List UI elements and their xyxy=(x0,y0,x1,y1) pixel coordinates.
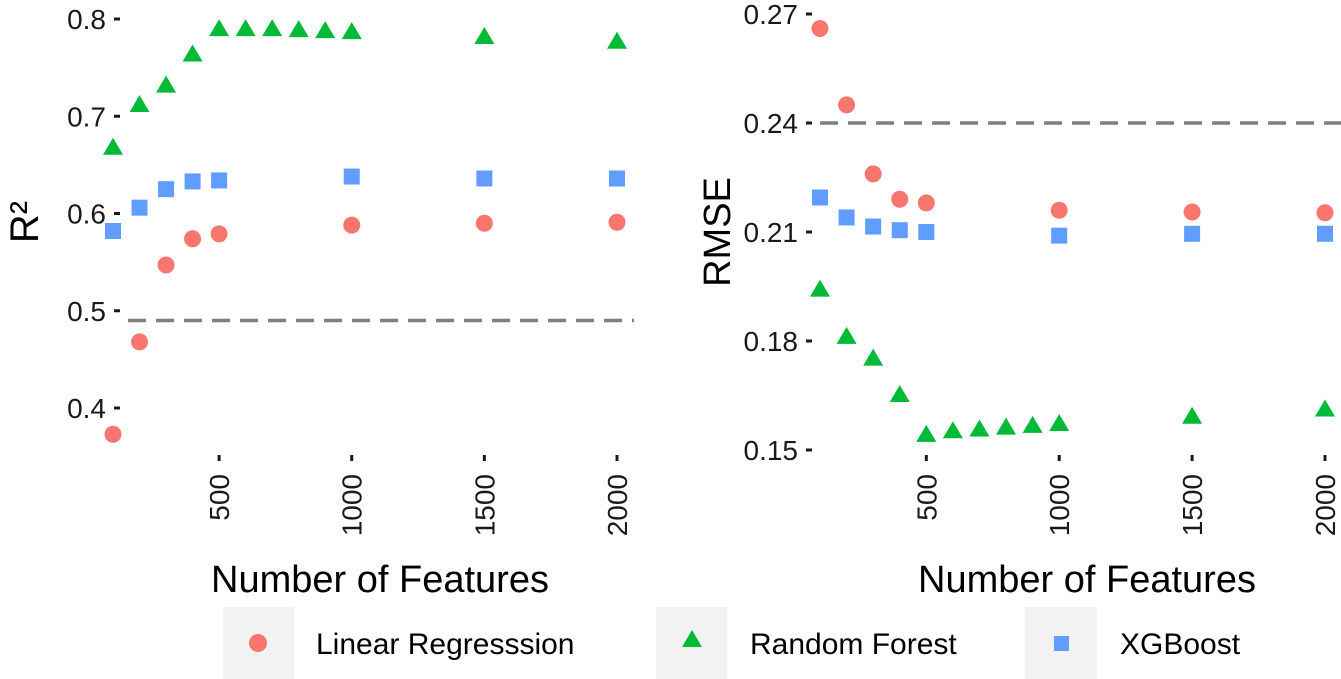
random-forest-point xyxy=(288,20,309,38)
random-forest-point xyxy=(607,31,627,49)
linear-regression-point xyxy=(131,333,149,351)
y-tick-label: 0.7 xyxy=(67,101,106,132)
xgboost-point xyxy=(812,189,828,206)
xgboost-point xyxy=(609,170,625,187)
linear-regression-point xyxy=(343,216,361,234)
linear-regression-point xyxy=(157,256,175,274)
random-forest-point xyxy=(916,424,937,442)
random-forest-point xyxy=(103,137,123,155)
y-tick-label: 0.5 xyxy=(67,296,106,327)
legend-label-linear-regression: Linear Regresssion xyxy=(316,628,574,661)
xgboost-point xyxy=(184,173,201,190)
linear-regression-point xyxy=(891,190,909,208)
xgboost-point xyxy=(343,168,360,185)
random-forest-point xyxy=(836,326,857,344)
random-forest-point xyxy=(942,421,963,439)
x-tick-label: 2000 xyxy=(602,474,633,536)
y-tick-label: 0.27 xyxy=(744,0,799,30)
xgboost-point xyxy=(1051,227,1068,244)
linear-regression-point xyxy=(838,96,856,114)
x-tick-label: 1000 xyxy=(1044,474,1075,536)
random-forest-point xyxy=(474,26,495,44)
random-forest-point xyxy=(209,19,230,37)
legend-label-random-forest: Random Forest xyxy=(750,628,957,661)
random-forest-point xyxy=(129,95,150,113)
x-tick-label: 1500 xyxy=(1177,474,1208,536)
linear-regression-point xyxy=(210,225,228,243)
rmse-panel: 0.15 0.18 0.21 0.24 0.27 500 1000 1500 2000 Numbe… xyxy=(697,0,1341,601)
y-tick-label: 0.4 xyxy=(67,393,106,424)
x-tick-label: 500 xyxy=(204,474,235,521)
x-axis-title: Number of Features xyxy=(918,559,1256,601)
y-axis-title: RMSE xyxy=(697,177,739,287)
random-forest-point xyxy=(262,19,283,37)
random-forest-point xyxy=(1315,399,1335,417)
random-forest-point xyxy=(810,279,830,297)
x-tick-label: 500 xyxy=(911,474,942,521)
xgboost-point xyxy=(1184,225,1201,242)
linear-regression-point xyxy=(811,20,829,38)
y-tick-label: 0.15 xyxy=(744,435,799,466)
x-tick-label: 2000 xyxy=(1310,474,1341,536)
xgboost-point xyxy=(131,199,148,216)
linear-regression-point xyxy=(1183,203,1201,221)
linear-regression-point xyxy=(184,230,202,248)
linear-regression-point xyxy=(917,194,935,212)
legend-label-xgboost: XGBoost xyxy=(1120,628,1241,661)
y-tick-label: 0.24 xyxy=(744,108,799,139)
legend-marker-random-forest xyxy=(682,630,702,647)
random-forest-point xyxy=(969,419,990,437)
xgboost-point xyxy=(105,223,121,240)
y-tick-label: 0.8 xyxy=(67,4,106,35)
xgboost-point xyxy=(1317,225,1333,242)
xgboost-point xyxy=(891,222,908,239)
xgboost-point xyxy=(918,224,935,240)
linear-regression-point xyxy=(1316,204,1334,222)
x-axis-title: Number of Features xyxy=(211,559,549,601)
legend-marker-xgboost xyxy=(1054,636,1069,651)
xgboost-point xyxy=(838,209,855,226)
random-forest-point xyxy=(1022,415,1043,433)
random-forest-point xyxy=(889,384,910,402)
random-forest-point xyxy=(182,44,203,62)
xgboost-point xyxy=(865,218,882,235)
linear-regression-point xyxy=(104,425,122,443)
y-tick-label: 0.6 xyxy=(67,199,106,230)
y-axis-title: R² xyxy=(3,201,47,243)
random-forest-point xyxy=(341,22,362,40)
x-tick-label: 1000 xyxy=(337,474,368,536)
linear-regression-point xyxy=(475,214,493,232)
y-tick-label: 0.21 xyxy=(744,217,799,248)
linear-regression-point xyxy=(864,165,882,183)
xgboost-point xyxy=(476,170,493,187)
xgboost-point xyxy=(158,181,175,198)
random-forest-point xyxy=(1049,414,1070,432)
r2-panel: 0.4 0.5 0.6 0.7 0.8 500 1000 1500 2000 Number of … xyxy=(3,4,634,601)
xgboost-point xyxy=(211,172,228,189)
random-forest-point xyxy=(156,75,177,93)
x-tick-label: 1500 xyxy=(469,474,500,536)
linear-regression-point xyxy=(608,213,626,231)
legend: Linear Regresssion Random Forest XGBoost xyxy=(223,607,1241,679)
legend-marker-linear-regression xyxy=(249,634,267,652)
y-tick-label: 0.18 xyxy=(744,326,799,357)
random-forest-point xyxy=(996,417,1017,435)
linear-regression-point xyxy=(1050,201,1068,219)
random-forest-point xyxy=(1182,406,1203,424)
random-forest-point xyxy=(315,21,336,39)
random-forest-point xyxy=(235,19,256,37)
random-forest-point xyxy=(863,348,884,366)
